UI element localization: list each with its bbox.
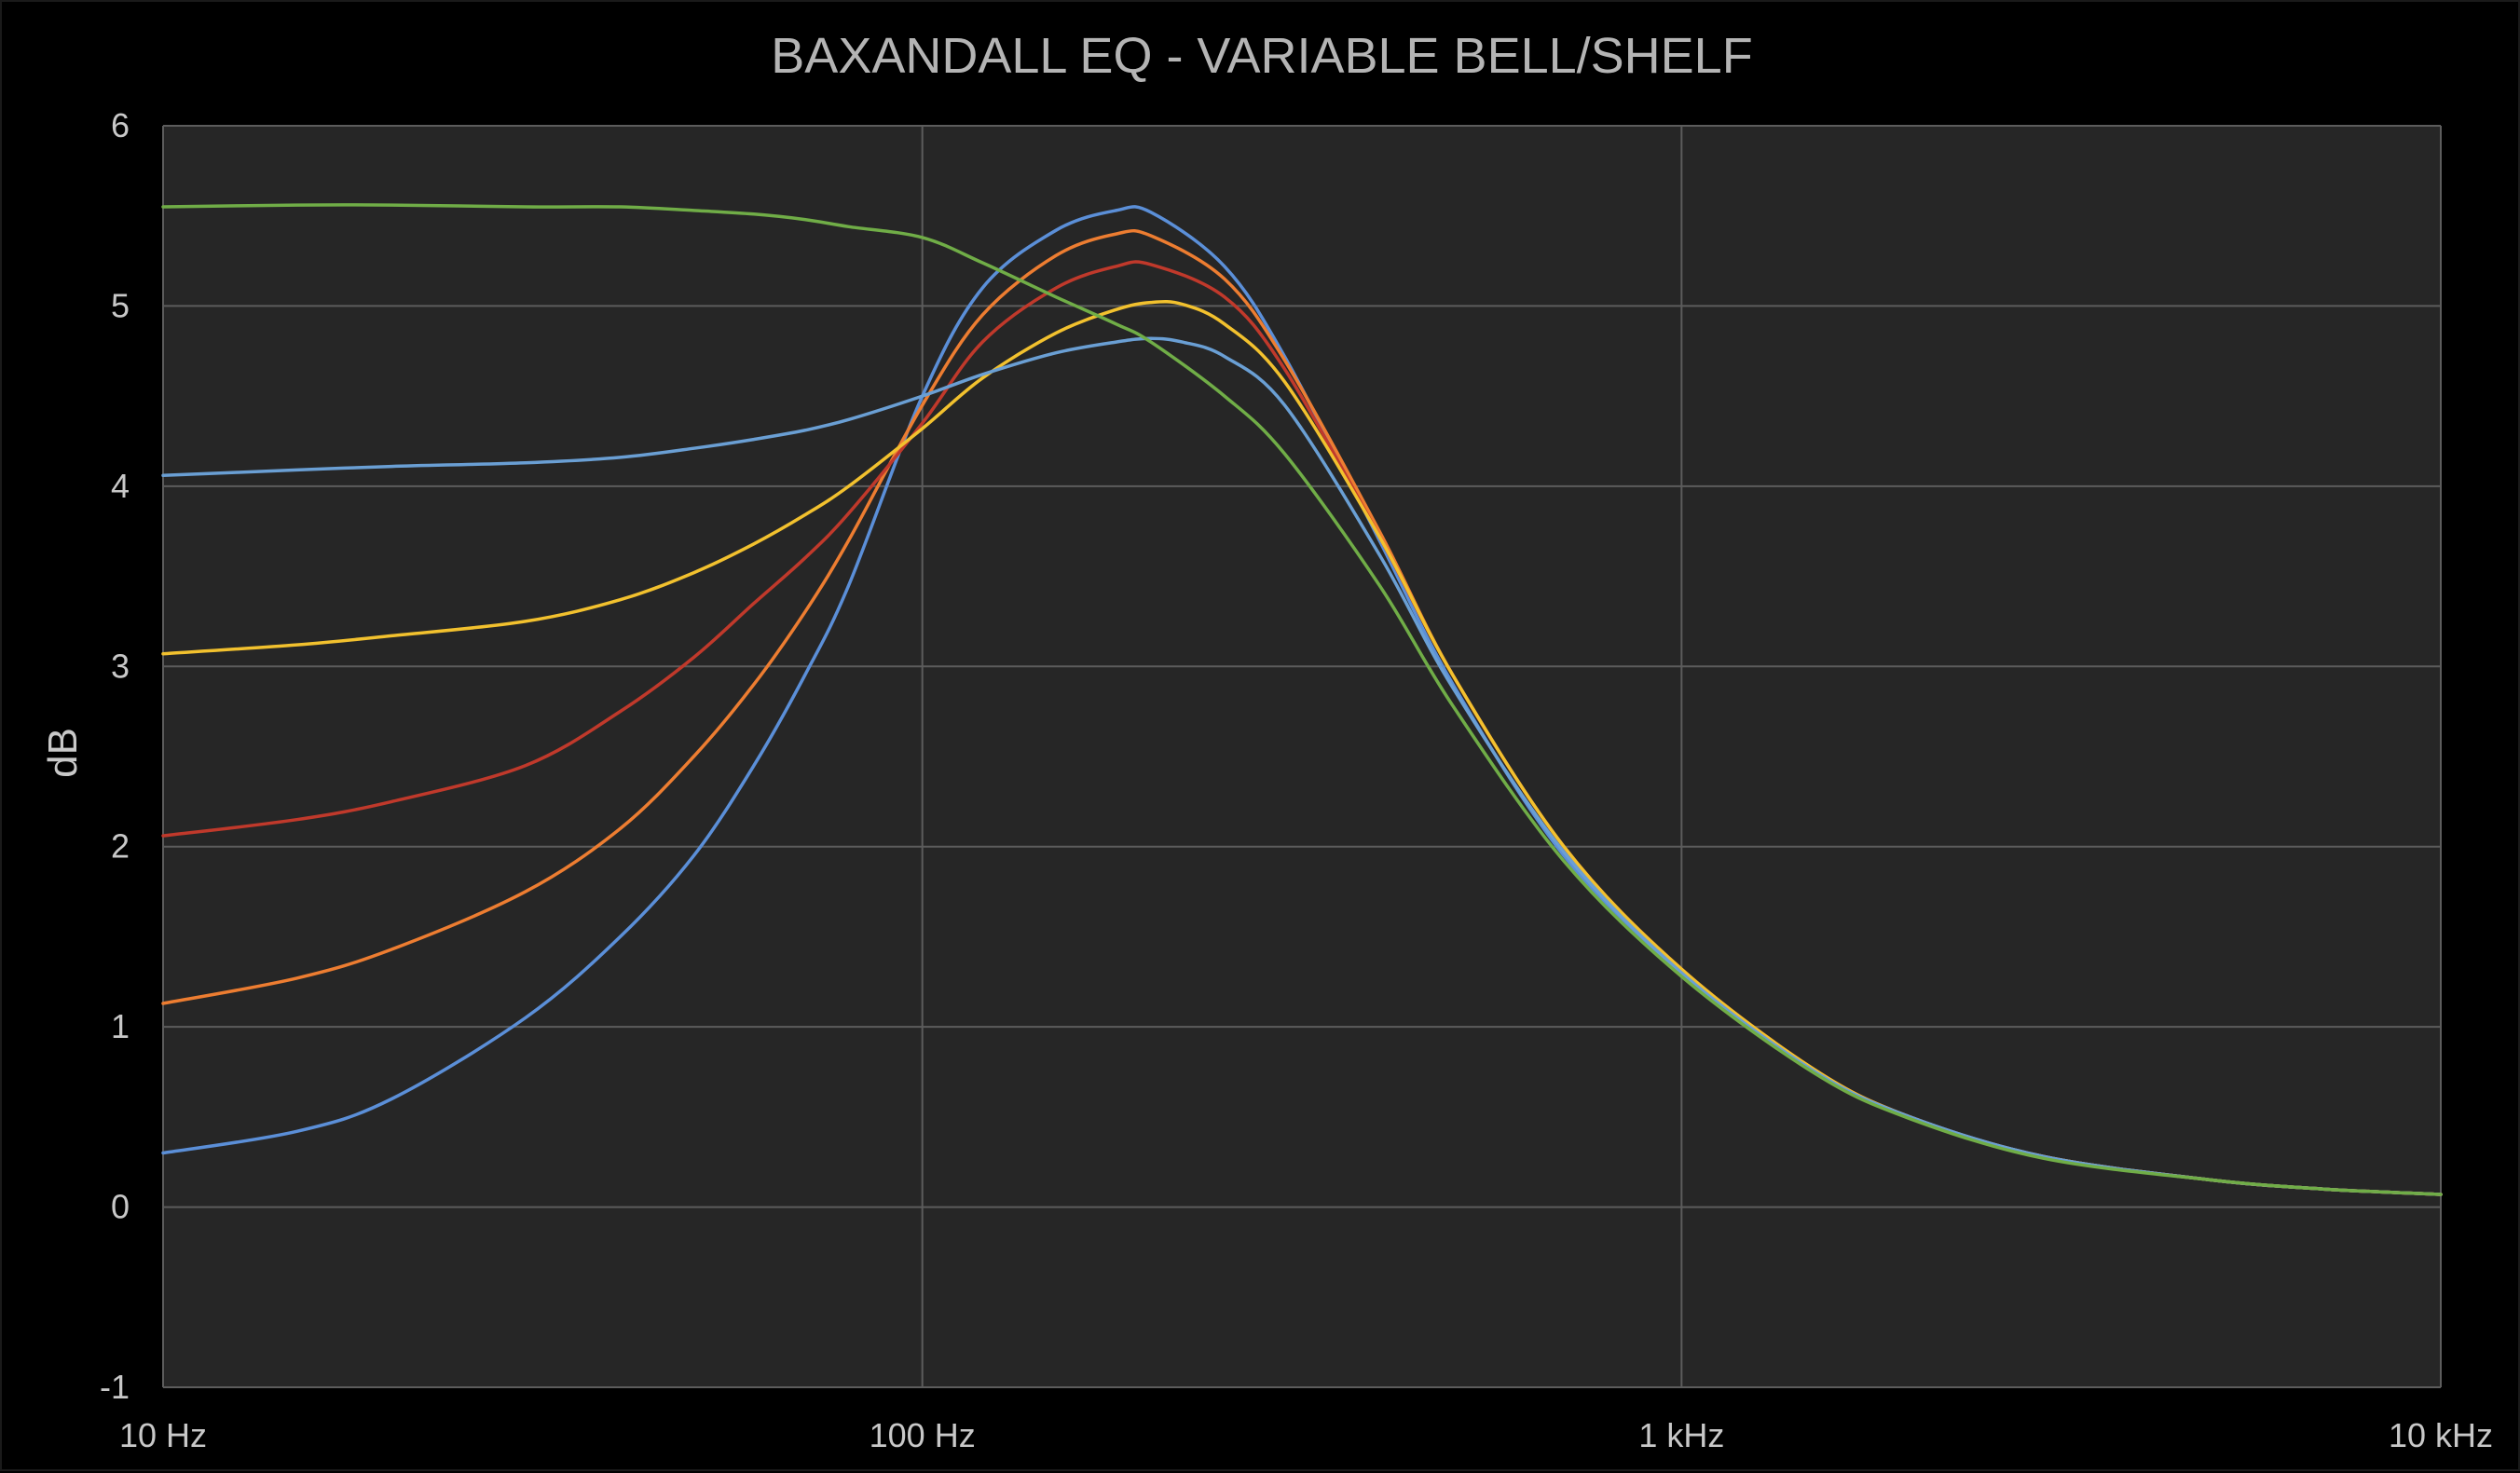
series-lines [161,203,2443,1196]
y-tick-label: 3 [111,647,130,685]
y-axis-ticks: 6 5 4 3 2 1 0 -1 [100,106,130,1406]
y-tick-label: 4 [111,467,130,505]
grid-lines [162,125,2442,1388]
chart-title: BAXANDALL EQ - VARIABLE BELL/SHELF [771,28,1752,84]
series-line-5 [161,336,2443,1196]
x-axis-ticks: 10 Hz 100 Hz 1 kHz 10 kHz [119,1416,2493,1454]
y-axis-title: dB [40,728,86,778]
plot-area [163,126,2441,1387]
y-tick-label: 0 [111,1188,130,1226]
x-tick-label: 1 kHz [1638,1416,1724,1454]
series-line-6 [161,203,2443,1196]
y-tick-label: 5 [111,286,130,324]
x-tick-label: 10 Hz [119,1416,207,1454]
y-tick-label: 2 [111,827,130,866]
x-tick-label: 10 kHz [2389,1416,2493,1454]
x-tick-label: 100 Hz [870,1416,976,1454]
y-tick-label: -1 [100,1368,130,1406]
y-tick-label: 6 [111,106,130,144]
y-tick-label: 1 [111,1007,130,1045]
